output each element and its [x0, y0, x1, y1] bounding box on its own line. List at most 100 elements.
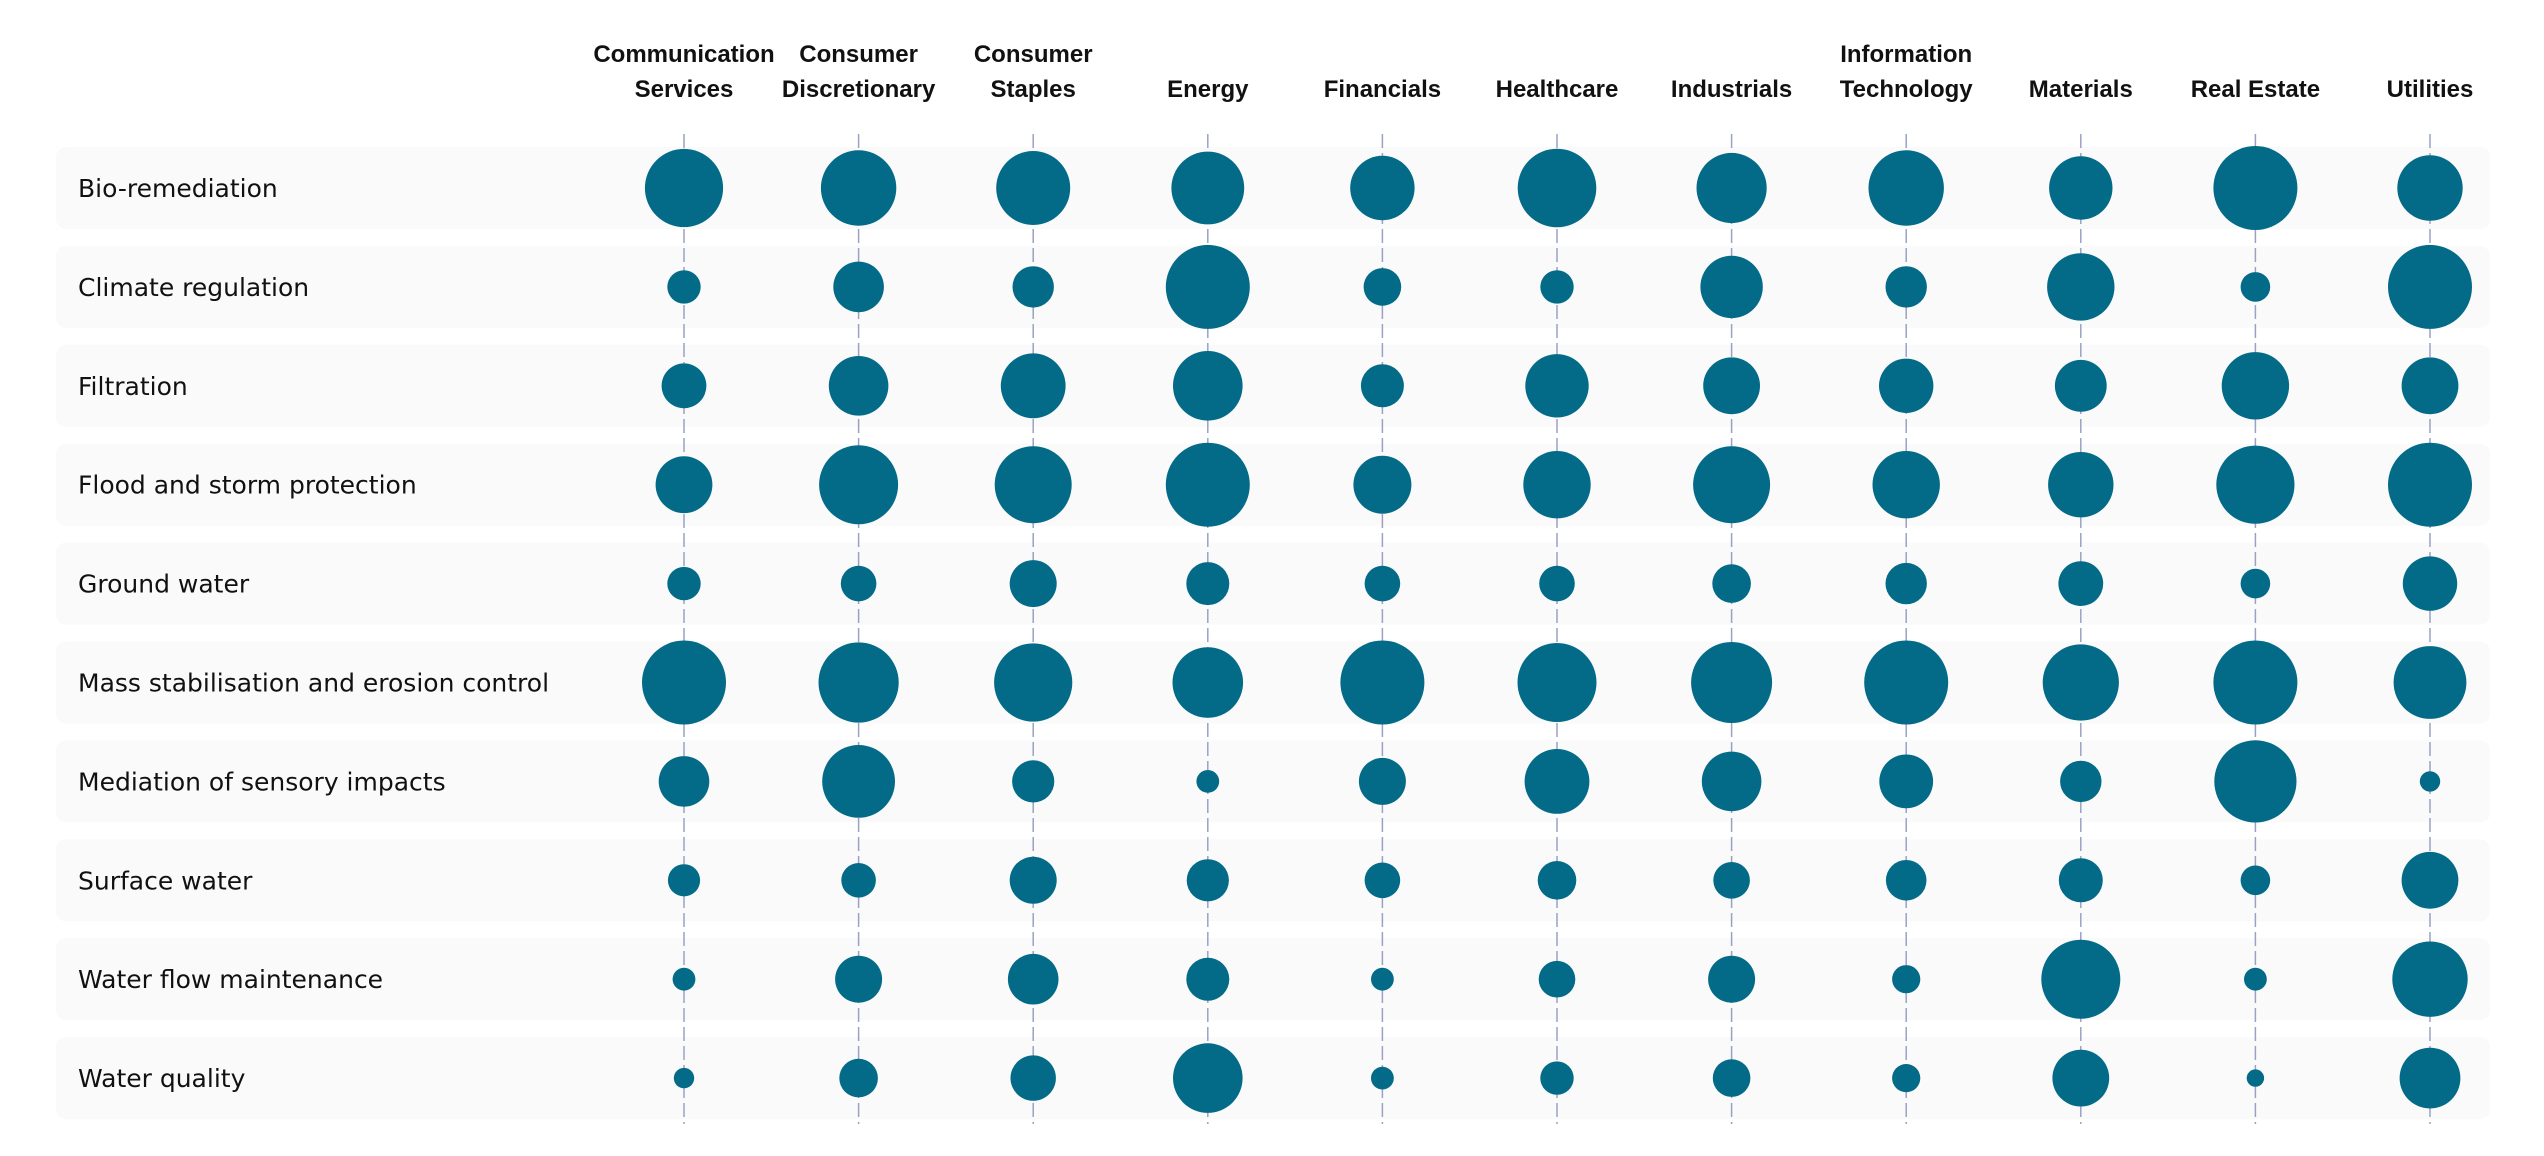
bubble: [1010, 1055, 1056, 1101]
bubble: [1363, 268, 1402, 306]
bubble: [2246, 1069, 2265, 1087]
bubble: [1371, 1066, 1394, 1090]
bubble: [1524, 749, 1590, 814]
bubble: [2388, 244, 2472, 329]
bubble: [2047, 253, 2115, 321]
row-labels: Bio-remediation Climate regulation Filtrat…: [78, 174, 549, 1093]
bubble: [1700, 255, 1763, 319]
column-label: Consumer Staples: [974, 41, 1093, 103]
bubble: [1353, 455, 1412, 514]
column-label: Communication Services: [593, 41, 774, 103]
bubble: [2060, 760, 2102, 803]
row-band: [56, 443, 2490, 526]
column-label: Financials: [1324, 76, 1441, 103]
bubble: [818, 642, 899, 723]
bubble: [1364, 565, 1401, 602]
bubble: [1540, 270, 1574, 304]
column-label-line: Services: [635, 76, 734, 103]
bubble: [1885, 266, 1927, 308]
column-label-line: Utilities: [2387, 76, 2474, 103]
column-label: Materials: [2029, 76, 2133, 103]
bubble: [2240, 272, 2271, 302]
bubble: [2058, 858, 2103, 903]
bubble: [2393, 646, 2467, 719]
column-label-line: Consumer: [799, 41, 918, 68]
bubble: [1696, 152, 1767, 224]
bubble: [2397, 155, 2463, 221]
bubble: [1171, 151, 1245, 225]
bubble: [1703, 357, 1760, 415]
bubble: [1539, 565, 1575, 602]
column-label-line: Information: [1840, 41, 1972, 68]
bubble: [2419, 771, 2441, 792]
bubble: [835, 955, 883, 1003]
bubble: [828, 356, 889, 416]
row-band: [56, 542, 2490, 625]
bubble: [1186, 957, 1230, 1001]
row-band: [56, 344, 2490, 427]
column-label: Consumer Discretionary: [782, 41, 936, 103]
bubble: [2402, 556, 2458, 611]
bubble: [2054, 359, 2107, 412]
bubble: [2213, 146, 2298, 230]
bubble: [1864, 640, 1949, 725]
bubble: [672, 967, 696, 991]
column-label: Energy: [1167, 76, 1249, 103]
row-label: Flood and storm protection: [78, 471, 417, 500]
row-label: Filtration: [78, 372, 188, 401]
bubble: [2388, 442, 2472, 527]
column-label-line: Technology: [1840, 76, 1974, 103]
row-band: [56, 839, 2490, 922]
bubble: [1371, 967, 1394, 991]
column-label: Information Technology: [1840, 41, 1974, 103]
bubble: [655, 456, 713, 514]
bubble: [994, 446, 1072, 524]
bubble: [658, 756, 710, 807]
bubble: [2213, 640, 2298, 725]
bubble: [2240, 865, 2271, 896]
bubble: [1708, 955, 1756, 1003]
bubble: [1186, 859, 1229, 902]
row-band: [56, 938, 2490, 1021]
row-label: Bio-remediation: [78, 174, 278, 203]
bubble: [2221, 352, 2290, 420]
bubble: [1173, 351, 1243, 421]
bubble: [2244, 967, 2267, 991]
bubble: [1000, 353, 1066, 419]
bubble: [2214, 740, 2297, 823]
bubble: [1358, 757, 1406, 805]
bubble: [2401, 851, 2459, 909]
column-label: Utilities: [2387, 76, 2474, 103]
bubble: [840, 565, 877, 602]
bubble: [1872, 451, 1940, 519]
bubble: [644, 148, 724, 228]
bubble: [2049, 156, 2113, 220]
bubble: [667, 270, 701, 304]
bubble: [996, 151, 1071, 225]
bubble: [1165, 244, 1250, 329]
column-label: Industrials: [1671, 76, 1792, 103]
bubble: [833, 261, 884, 313]
bubble: [1540, 1061, 1574, 1095]
bubble: [673, 1067, 695, 1089]
bubble: [1517, 643, 1597, 722]
column-label-line: Discretionary: [782, 76, 936, 103]
column-label: Real Estate: [2191, 76, 2320, 103]
bubble: [1885, 562, 1927, 605]
bubble: [1350, 155, 1415, 221]
row-bands: [56, 147, 2490, 1120]
row-band: [56, 147, 2490, 229]
column-label-line: Real Estate: [2191, 76, 2320, 103]
column-label-line: Industrials: [1671, 76, 1792, 103]
column-label-line: Communication: [593, 41, 774, 68]
bubble: [1165, 442, 1250, 527]
bubble: [1186, 562, 1230, 606]
row-label: Mass stabilisation and erosion control: [78, 669, 549, 698]
bubble: [1712, 564, 1751, 603]
bubble: [1879, 754, 1934, 809]
column-label-line: Staples: [991, 76, 1076, 103]
bubble: [2058, 561, 2104, 606]
bubble: [1173, 1043, 1243, 1113]
